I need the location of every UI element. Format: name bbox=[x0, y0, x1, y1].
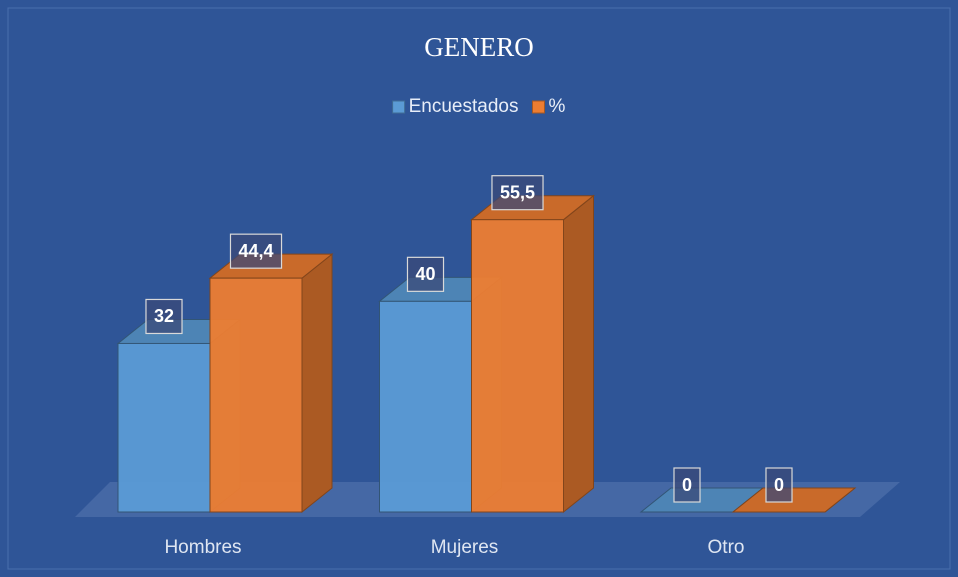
legend-label: Encuestados bbox=[409, 96, 519, 117]
bar-side bbox=[301, 253, 333, 514]
bar bbox=[117, 342, 211, 513]
data-label-text: 44,4 bbox=[238, 241, 273, 261]
x-tick-label: Otro bbox=[708, 537, 745, 558]
legend-swatch bbox=[392, 100, 406, 114]
data-label: 0 bbox=[765, 467, 793, 503]
bar-top bbox=[731, 487, 857, 513]
x-tick-label: Mujeres bbox=[431, 537, 499, 558]
data-label-text: 40 bbox=[415, 264, 435, 284]
data-label: 40 bbox=[406, 256, 445, 292]
bar bbox=[379, 300, 472, 513]
data-label-box bbox=[229, 233, 283, 269]
data-label-box bbox=[673, 467, 701, 503]
data-label: 55,5 bbox=[491, 175, 544, 211]
data-label: 44,4 bbox=[229, 233, 283, 269]
bar bbox=[471, 219, 564, 513]
data-label-text: 32 bbox=[154, 306, 174, 326]
x-tick-label: Hombres bbox=[164, 537, 241, 558]
data-label: 32 bbox=[145, 298, 183, 335]
data-label-text: 0 bbox=[682, 475, 692, 495]
data-label: 0 bbox=[673, 467, 701, 503]
chart-border bbox=[7, 7, 951, 570]
legend-swatch bbox=[531, 100, 545, 114]
data-label-text: 55,5 bbox=[500, 182, 535, 202]
data-label-box bbox=[145, 298, 183, 335]
data-label-text: 0 bbox=[774, 475, 784, 495]
data-label-box bbox=[765, 467, 793, 503]
bar bbox=[209, 277, 303, 513]
data-label-box bbox=[406, 256, 445, 292]
legend-label: % bbox=[548, 96, 565, 117]
chart-title: GENERO bbox=[424, 32, 534, 62]
bar-side bbox=[563, 194, 594, 514]
data-label-box bbox=[491, 175, 544, 211]
legend: Encuestados% bbox=[392, 96, 565, 117]
